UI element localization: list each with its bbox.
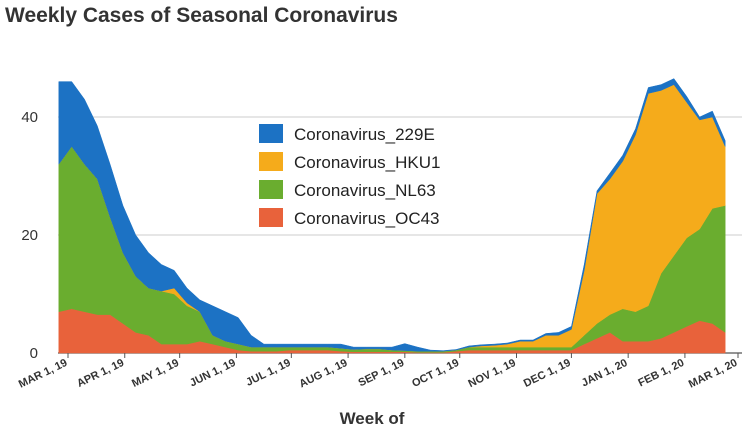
chart-title: Weekly Cases of Seasonal Coronavirus	[5, 4, 398, 27]
legend-swatch	[259, 208, 283, 227]
x-tick-label: FEB 1, 20	[636, 357, 686, 389]
y-tick-label: 20	[21, 227, 38, 244]
x-tick-label: MAY 1, 19	[130, 357, 181, 390]
x-tick-label: JAN 1, 20	[580, 357, 630, 389]
legend-label: Coronavirus_NL63	[294, 181, 436, 200]
y-tick-label: 40	[21, 109, 38, 126]
legend-swatch	[259, 180, 283, 199]
legend-label: Coronavirus_229E	[294, 125, 435, 144]
x-tick-label: MAR 1, 20	[687, 357, 740, 391]
legend-swatch	[259, 152, 283, 171]
x-axis-label: Week of	[340, 409, 405, 428]
legend-label: Coronavirus_OC43	[294, 209, 440, 228]
x-tick-label: OCT 1, 19	[410, 357, 461, 390]
x-tick-label: JUN 1, 19	[188, 357, 238, 389]
legend: Coronavirus_229E Coronavirus_HKU1 Coronavi…	[259, 124, 440, 228]
legend-label: Coronavirus_HKU1	[294, 153, 440, 172]
legend-swatch	[259, 124, 283, 143]
y-tick-label: 0	[30, 345, 38, 362]
area-series	[58, 78, 726, 354]
x-tick-label: DEC 1, 19	[522, 357, 573, 390]
x-tick-label: AUG 1, 19	[297, 357, 349, 391]
x-tick-label: NOV 1, 19	[466, 357, 517, 390]
x-tick-label: MAR 1, 19	[17, 357, 70, 391]
x-tick-label: SEP 1, 19	[357, 357, 407, 389]
area-coronavirus-229e	[58, 78, 726, 352]
x-tick-label: APR 1, 19	[75, 357, 126, 390]
x-tick-label: JUL 1, 19	[244, 357, 293, 389]
